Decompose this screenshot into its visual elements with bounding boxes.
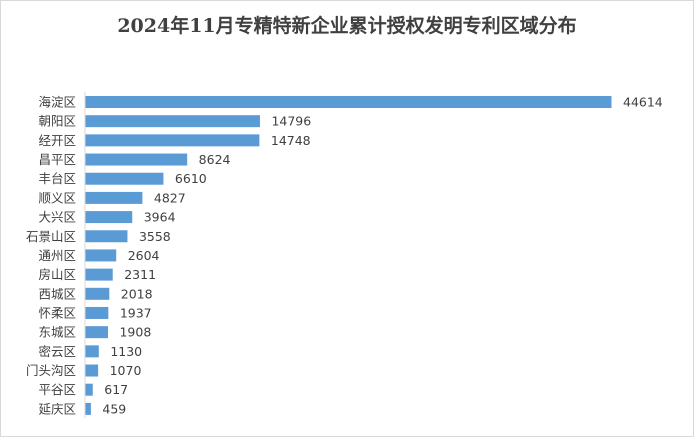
bar	[85, 345, 99, 358]
category-label: 石景山区	[26, 229, 76, 244]
data-label: 8624	[199, 152, 231, 167]
category-label: 经开区	[38, 133, 76, 148]
data-label: 3558	[139, 229, 171, 244]
bar	[85, 383, 93, 396]
category-label: 平谷区	[38, 382, 76, 397]
bar	[85, 134, 260, 147]
category-label: 大兴区	[38, 210, 76, 225]
category-label: 丰台区	[38, 171, 76, 186]
category-label: 房山区	[38, 267, 76, 282]
data-label: 14796	[271, 114, 311, 129]
data-label: 1130	[110, 344, 142, 359]
bar	[85, 287, 110, 300]
data-label: 2311	[124, 267, 156, 282]
data-label: 4827	[154, 190, 186, 205]
category-label: 延庆区	[38, 401, 76, 416]
category-label: 密云区	[38, 344, 76, 359]
data-label: 14748	[271, 133, 311, 148]
data-label: 617	[104, 382, 128, 397]
bar	[85, 249, 117, 262]
data-label: 459	[102, 401, 126, 416]
bar	[85, 326, 108, 339]
category-label: 朝阳区	[38, 114, 76, 129]
category-label: 怀柔区	[38, 305, 76, 320]
category-label: 海淀区	[38, 95, 76, 110]
category-label: 西城区	[38, 286, 76, 301]
category-label: 门头沟区	[26, 363, 76, 378]
bar	[85, 306, 109, 319]
category-label: 通州区	[38, 248, 76, 263]
bar	[85, 402, 91, 415]
bar	[85, 211, 133, 224]
data-label: 2604	[128, 248, 160, 263]
bar	[85, 230, 128, 243]
data-label: 3964	[144, 210, 176, 225]
bar	[85, 172, 164, 185]
bar	[85, 268, 113, 281]
bar	[85, 364, 99, 377]
data-label: 1070	[110, 363, 142, 378]
data-label: 2018	[121, 286, 153, 301]
data-label: 1937	[120, 305, 152, 320]
chart-title: 2024年11月专精特新企业累计授权发明专利区域分布	[117, 15, 577, 37]
category-label: 顺义区	[38, 190, 76, 205]
data-label: 44614	[623, 95, 663, 110]
bar	[85, 115, 260, 128]
data-label: 6610	[175, 171, 207, 186]
bar	[85, 153, 188, 166]
category-label: 东城区	[38, 325, 76, 340]
data-label: 1908	[119, 325, 151, 340]
category-label: 昌平区	[38, 152, 76, 167]
bar	[85, 191, 143, 204]
bar	[85, 96, 612, 108]
